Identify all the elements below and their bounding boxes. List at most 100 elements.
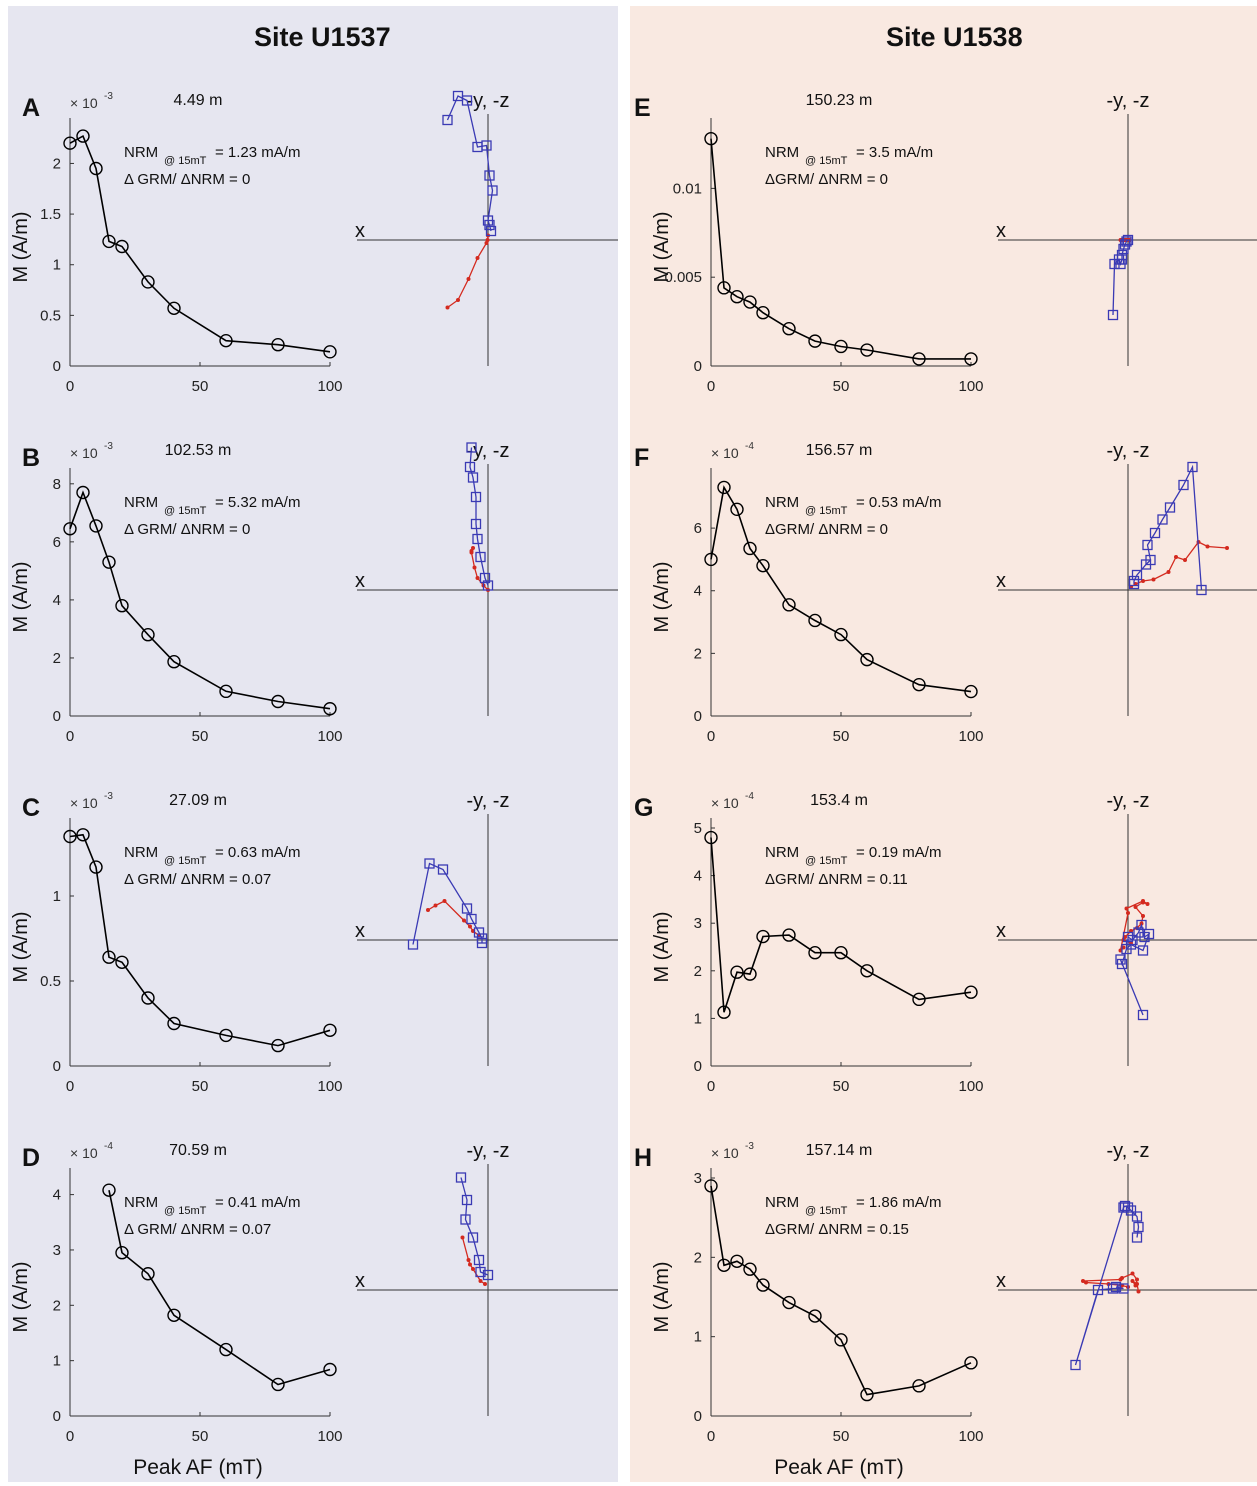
zijderveld-top-label-f: -y, -z	[1107, 440, 1150, 462]
zijderveld-top-label-c: -y, -z	[467, 790, 510, 812]
y-tick-label-d: 3	[53, 1242, 61, 1259]
vertical-point-c	[466, 913, 477, 925]
horizontal-point-g	[1145, 902, 1150, 906]
vertical-point-a	[482, 215, 494, 226]
y-tick-label-a: 1.5	[40, 206, 61, 223]
nrm-subscript-c: @ 15mT	[164, 855, 207, 867]
vertical-point-g	[1137, 1009, 1149, 1021]
data-point-h	[743, 1262, 757, 1276]
horizontal-point-g	[1124, 906, 1129, 911]
nrm-subscript-g: @ 15mT	[805, 855, 848, 867]
nrm-subscript-d: @ 15mT	[164, 1205, 207, 1217]
data-point-f	[964, 684, 978, 699]
exponent-base-c: × 10	[70, 795, 98, 811]
x-tick-label-d: 50	[192, 1428, 209, 1445]
y-tick-label-e: 0.005	[664, 269, 702, 286]
demag-curve-a	[69, 134, 331, 353]
grm-ratio-b: Δ GRM/ ΔNRM = 0	[124, 521, 250, 538]
data-point-d	[323, 1362, 337, 1377]
horizontal-point-f	[1183, 558, 1187, 562]
data-point-a	[219, 333, 233, 348]
data-point-b	[102, 555, 116, 569]
vertical-point-g	[1137, 945, 1149, 956]
vertical-point-c	[437, 864, 449, 875]
data-point-a	[141, 275, 155, 289]
horizontal-point-h	[1135, 1277, 1139, 1282]
vertical-point-c	[476, 933, 488, 944]
data-point-a	[115, 239, 129, 254]
y-tick-label-g: 0	[694, 1058, 702, 1075]
horizontal-point-b	[471, 546, 475, 550]
horizontal-point-d	[478, 1279, 483, 1283]
horizontal-point-b	[475, 576, 480, 580]
data-point-e	[860, 343, 874, 357]
vertical-projection-a	[446, 95, 494, 232]
vertical-projection-d	[460, 1177, 489, 1276]
vertical-point-h	[1131, 1211, 1143, 1222]
vertical-point-a	[452, 90, 464, 102]
zijderveld-top-label-e: -y, -z	[1107, 90, 1150, 112]
data-point-g	[782, 928, 796, 942]
vertical-point-h	[1118, 1283, 1129, 1294]
data-point-g	[704, 830, 718, 845]
vertical-point-f	[1164, 502, 1176, 513]
exponent-base-d: × 10	[70, 1145, 98, 1161]
zijderveld-x-label-a: x	[355, 220, 365, 242]
nrm-label-b: NRM	[124, 494, 158, 511]
data-point-g	[964, 985, 978, 999]
vertical-projection-b	[469, 447, 489, 586]
horizontal-point-c	[433, 903, 438, 908]
data-point-g	[730, 965, 744, 979]
data-point-d	[219, 1342, 233, 1357]
data-point-h	[717, 1258, 731, 1272]
grm-ratio-c: Δ GRM/ ΔNRM = 0.07	[124, 871, 271, 888]
vertical-point-g	[1121, 943, 1132, 955]
y-tick-label-a: 2	[53, 155, 61, 172]
nrm-label-c: NRM	[124, 844, 158, 861]
horizontal-point-f	[1166, 570, 1171, 574]
panel-letter-c: C	[22, 794, 40, 822]
depth-label-b: 102.53 m	[165, 442, 232, 459]
x-tick-label-e: 50	[833, 378, 850, 395]
grm-ratio-g: ΔGRM/ ΔNRM = 0.11	[765, 871, 908, 888]
exponent-base-a: × 10	[70, 95, 98, 111]
nrm-value-a: = 1.23 mA/m	[215, 144, 300, 161]
site-u1538-title: Site U1538	[886, 22, 1023, 52]
data-point-c	[323, 1023, 337, 1038]
data-point-d	[271, 1377, 285, 1392]
grm-ratio-a: Δ GRM/ ΔNRM = 0	[124, 171, 250, 188]
site-u1538-background	[630, 6, 1257, 1482]
data-point-e	[717, 281, 731, 295]
nrm-label-h: NRM	[765, 1194, 799, 1211]
y-axis-label-g: M (A/m)	[651, 911, 673, 982]
exponent-power-f: -4	[745, 441, 754, 452]
vertical-point-h	[1070, 1359, 1081, 1371]
y-tick-label-h: 1	[694, 1329, 702, 1346]
y-tick-label-c: 1	[53, 888, 61, 905]
vertical-point-g	[1136, 919, 1147, 931]
data-point-e	[834, 339, 848, 354]
y-axis-label-h: M (A/m)	[651, 1261, 673, 1332]
x-tick-label-e: 0	[707, 378, 715, 395]
nrm-label-d: NRM	[124, 1194, 158, 1211]
horizontal-point-c	[468, 924, 472, 929]
vertical-point-f	[1178, 479, 1189, 491]
nrm-value-e: = 3.5 mA/m	[856, 144, 933, 161]
vertical-point-c	[461, 903, 473, 914]
nrm-value-h: = 1.86 mA/m	[856, 1194, 941, 1211]
x-tick-label-a: 100	[317, 378, 342, 395]
horizontal-point-b	[469, 549, 474, 553]
y-tick-label-g: 1	[694, 1010, 702, 1027]
y-tick-label-d: 0	[53, 1408, 61, 1425]
y-tick-label-c: 0	[53, 1058, 61, 1075]
zijderveld-x-label-f: x	[996, 570, 1006, 592]
data-point-h	[808, 1309, 822, 1323]
vertical-point-b	[479, 572, 491, 584]
horizontal-point-g	[1126, 911, 1130, 915]
vertical-point-f	[1157, 514, 1168, 525]
data-point-b	[141, 628, 155, 642]
data-point-f	[808, 613, 822, 628]
x-tick-label-g: 0	[707, 1078, 715, 1095]
data-point-f	[717, 480, 731, 495]
